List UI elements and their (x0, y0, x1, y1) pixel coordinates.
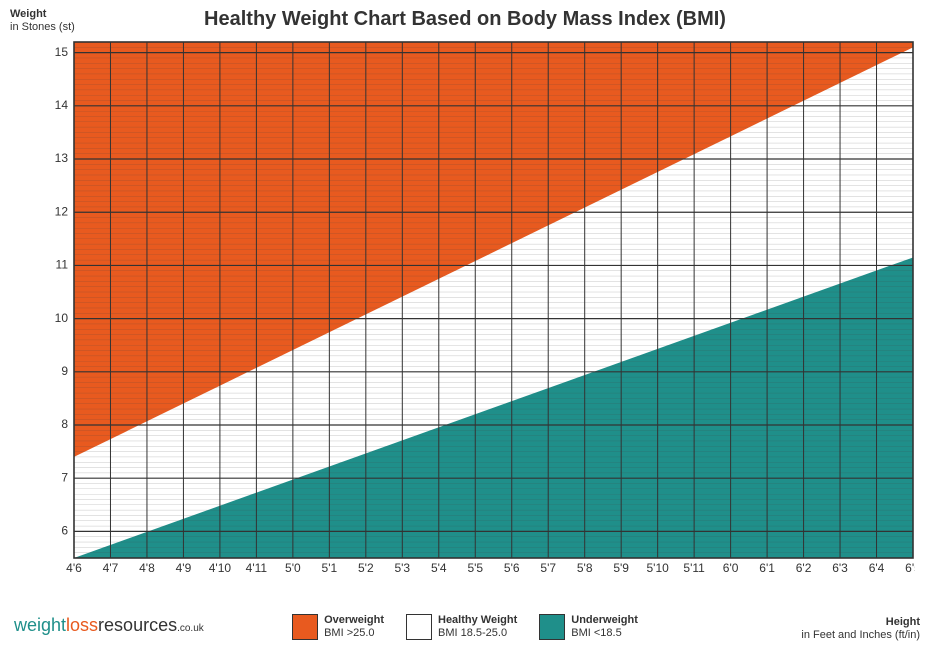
svg-text:10: 10 (55, 311, 69, 325)
svg-text:8: 8 (61, 417, 68, 431)
svg-text:5'2: 5'2 (358, 561, 374, 575)
legend-swatch-overweight (292, 614, 318, 640)
svg-text:6'5: 6'5 (905, 561, 915, 575)
svg-text:5'8: 5'8 (577, 561, 593, 575)
plot-area: 6 7 8 9 10 11 12 13 14 15 4'6 4'7 4'8 4'9 4'10 4'11 5'0 5… (50, 40, 915, 580)
svg-text:4'11: 4'11 (246, 561, 268, 575)
svg-text:5'6: 5'6 (504, 561, 520, 575)
svg-text:11: 11 (56, 258, 69, 272)
svg-text:6'0: 6'0 (723, 561, 739, 575)
bmi-chart: Healthy Weight Chart Based on Body Mass … (0, 0, 930, 650)
svg-text:5'7: 5'7 (540, 561, 556, 575)
svg-text:5'3: 5'3 (394, 561, 410, 575)
chart-title: Healthy Weight Chart Based on Body Mass … (0, 8, 930, 31)
svg-text:5'9: 5'9 (613, 561, 629, 575)
svg-text:9: 9 (61, 364, 68, 378)
legend-underweight: Underweight BMI <18.5 (539, 614, 638, 640)
svg-text:4'6: 4'6 (66, 561, 82, 575)
svg-text:4'8: 4'8 (139, 561, 155, 575)
svg-text:6: 6 (61, 524, 68, 538)
legend: Overweight BMI >25.0 Healthy Weight BMI … (0, 614, 930, 640)
legend-overweight: Overweight BMI >25.0 (292, 614, 384, 640)
svg-text:6'1: 6'1 (759, 561, 775, 575)
legend-swatch-underweight (539, 614, 565, 640)
svg-text:15: 15 (55, 45, 69, 59)
svg-text:6'3: 6'3 (832, 561, 848, 575)
legend-swatch-healthy (406, 614, 432, 640)
svg-text:7: 7 (61, 470, 68, 484)
svg-text:4'9: 4'9 (176, 561, 192, 575)
svg-text:5'1: 5'1 (322, 561, 338, 575)
svg-text:6'2: 6'2 (796, 561, 812, 575)
svg-text:14: 14 (55, 98, 69, 112)
svg-text:5'11: 5'11 (683, 561, 705, 575)
svg-text:12: 12 (55, 204, 69, 218)
svg-text:4'7: 4'7 (103, 561, 119, 575)
svg-text:5'0: 5'0 (285, 561, 301, 575)
legend-healthy: Healthy Weight BMI 18.5-25.0 (406, 614, 517, 640)
svg-text:6'4: 6'4 (869, 561, 885, 575)
svg-text:13: 13 (55, 151, 69, 165)
y-axis-label: Weight in Stones (st) (10, 8, 75, 34)
svg-text:5'10: 5'10 (646, 561, 669, 575)
svg-text:5'5: 5'5 (467, 561, 483, 575)
svg-text:4'10: 4'10 (209, 561, 232, 575)
svg-text:5'4: 5'4 (431, 561, 447, 575)
